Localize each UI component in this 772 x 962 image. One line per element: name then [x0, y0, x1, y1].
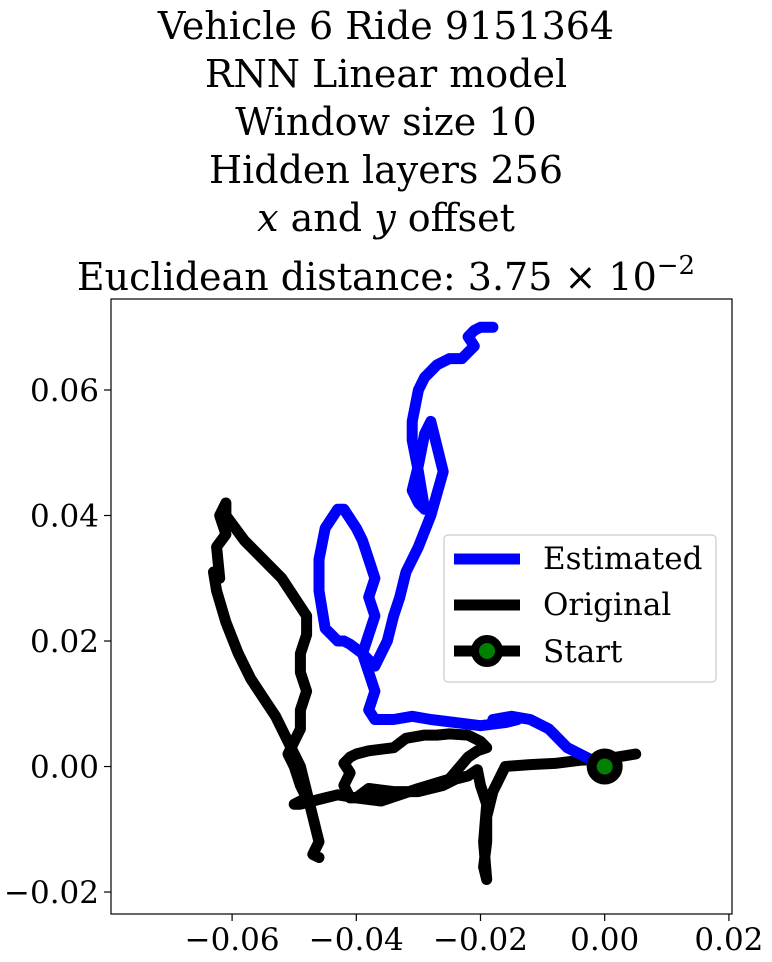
y-tick-label: 0.04: [30, 499, 99, 535]
y-tick-label: −0.02: [4, 875, 99, 911]
title-line-offset: x and y offset: [0, 194, 772, 242]
title-offset-text: offset: [395, 196, 515, 240]
title-y-symbol: y: [374, 196, 396, 240]
legend-original-label: Original: [543, 587, 671, 623]
series-layer: [208, 321, 642, 885]
title-line-window: Window size 10: [235, 100, 537, 144]
series-line-estimated: [313, 321, 611, 772]
ticks-layer: −0.06 −0.04 −0.02 0.00 0.02 −0.02 0.00 0.02 0.04…: [4, 373, 763, 958]
chart-title: Vehicle 6 Ride 9151364 RNN Linear model …: [0, 2, 772, 301]
x-tick-label: 0.02: [694, 922, 763, 958]
y-tick-label: 0.02: [30, 624, 99, 660]
title-line-distance: Euclidean distance: 3.75 × 10−2: [0, 242, 772, 301]
plot-frame: [110, 298, 733, 915]
legend: Estimated Original Start: [443, 534, 717, 683]
y-tick-label: 0.06: [30, 373, 99, 409]
x-tick-label: −0.02: [433, 922, 528, 958]
legend-box: [443, 534, 717, 683]
x-tick-label: 0.00: [570, 922, 639, 958]
title-and-text: and: [278, 196, 375, 240]
x-tick-label: −0.06: [185, 922, 280, 958]
title-distance-prefix: Euclidean distance:: [76, 255, 468, 299]
legend-estimated-label: Estimated: [543, 541, 702, 577]
title-distance-value: 3.75: [467, 255, 553, 299]
legend-start-label: Start: [543, 634, 623, 670]
start-point-marker: [586, 748, 623, 785]
series-line-original: [208, 497, 642, 885]
title-line-model: RNN Linear model: [204, 52, 568, 96]
title-line-vehicle: Vehicle 6 Ride 9151364: [157, 4, 615, 48]
title-line-hidden: Hidden layers 256: [208, 148, 564, 192]
title-x-symbol: x: [257, 196, 279, 240]
x-tick-label: −0.04: [309, 922, 404, 958]
y-tick-label: 0.00: [30, 750, 99, 786]
title-distance-times: × 10: [552, 255, 657, 299]
legend-start-marker: [471, 635, 503, 667]
title-distance-exponent: −2: [656, 251, 696, 281]
